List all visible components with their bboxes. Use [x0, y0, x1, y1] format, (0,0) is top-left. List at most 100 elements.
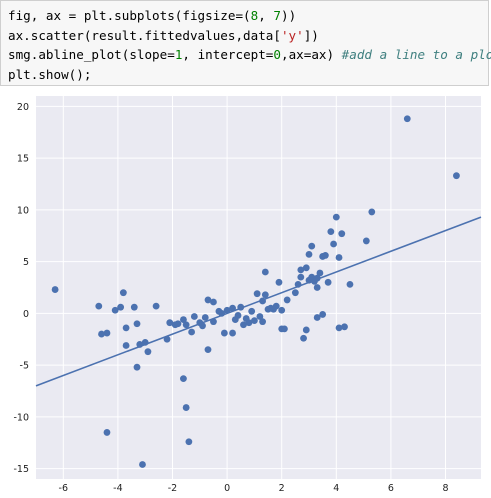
- y-tick-label: -15: [13, 464, 29, 475]
- data-point: [190, 313, 198, 320]
- data-point: [229, 304, 236, 312]
- data-point: [256, 313, 264, 320]
- grid-lines: [36, 96, 481, 479]
- data-point: [245, 319, 253, 327]
- data-point: [130, 303, 138, 311]
- code-line: ax.scatter(result.fittedvalues,data['y']…: [8, 26, 488, 46]
- data-point: [362, 237, 370, 245]
- data-point: [313, 284, 321, 291]
- y-tick-label: 10: [17, 205, 29, 216]
- data-point: [294, 280, 302, 288]
- code-lines: fig, ax = plt.subplots(figsize=(8, 7)) ax…: [8, 6, 491, 85]
- data-point: [346, 280, 354, 288]
- data-point: [278, 306, 286, 314]
- data-point: [103, 329, 111, 337]
- data-point: [95, 302, 103, 310]
- data-point: [335, 324, 343, 332]
- data-point: [297, 273, 305, 281]
- data-point: [111, 306, 119, 314]
- data-point: [281, 325, 288, 333]
- data-point: [180, 316, 187, 323]
- data-point: [248, 307, 256, 315]
- data-point: [453, 172, 460, 180]
- data-point: [332, 213, 340, 221]
- data-point: [223, 306, 231, 314]
- data-point: [313, 274, 321, 282]
- code-token: ax.scatter(result.fittedvalues,data[: [8, 27, 281, 43]
- data-point: [180, 375, 187, 382]
- x-tick-labels: -6 -4 -2 0 2 4 6 8: [59, 483, 449, 494]
- x-tick-label: 4: [333, 483, 339, 494]
- code-token: , intercept=: [182, 47, 274, 62]
- y-tick-label: 20: [17, 102, 29, 113]
- y-tick-label: 15: [17, 154, 29, 165]
- data-point: [103, 429, 111, 436]
- code-token: ]): [303, 27, 319, 43]
- data-point: [272, 302, 280, 310]
- code-token: #add a line to a plot: [341, 47, 491, 62]
- code-token: 'y': [280, 27, 304, 43]
- y-tick-label: 0: [23, 309, 29, 320]
- data-point: [119, 289, 127, 297]
- code-token: smg.abline_plot(slope=: [8, 47, 175, 62]
- scatter-plot: -6 -4 -2 0 2 4 6 8 -15 -10 -5 0 5 10 15 20: [0, 86, 491, 498]
- data-point: [201, 314, 209, 321]
- data-point: [275, 278, 283, 286]
- y-tick-label: -10: [13, 412, 29, 423]
- x-tick-label: 8: [442, 483, 448, 494]
- data-point: [152, 302, 160, 310]
- data-point: [237, 303, 245, 311]
- data-point: [171, 321, 179, 329]
- data-point: [98, 330, 105, 338]
- data-point: [261, 291, 269, 299]
- data-point: [308, 242, 316, 250]
- data-point: [324, 278, 332, 286]
- x-tick-label: -4: [113, 483, 122, 494]
- data-point: [210, 298, 217, 306]
- data-point: [166, 319, 174, 327]
- y-tick-labels: -15 -10 -5 0 5 10 15 20: [13, 102, 29, 475]
- x-tick-label: 6: [388, 483, 394, 494]
- code-line: plt.show();: [8, 65, 488, 85]
- code-cell[interactable]: fig, ax = plt.subplots(figsize=(8, 7)) ax…: [0, 0, 491, 86]
- data-point: [297, 266, 305, 274]
- code-token: ,: [258, 8, 274, 23]
- x-tick-label: 2: [279, 483, 285, 494]
- scatter-plot-svg: -6 -4 -2 0 2 4 6 8 -15 -10 -5 0 5 10 15 20: [13, 96, 482, 494]
- code-token: plt.show();: [8, 66, 92, 82]
- data-point: [253, 290, 261, 298]
- code-token: fig, ax = plt.subplots(figsize=(: [8, 8, 251, 23]
- data-point: [144, 348, 152, 356]
- data-point: [319, 311, 327, 318]
- code-token: ,ax=ax): [281, 47, 342, 62]
- data-point: [182, 321, 190, 329]
- data-point: [368, 208, 376, 216]
- data-point: [305, 250, 313, 258]
- data-point: [313, 314, 321, 321]
- data-point: [204, 346, 212, 354]
- x-tick-label: -6: [59, 483, 68, 494]
- data-point: [141, 338, 149, 346]
- data-point: [220, 329, 228, 337]
- x-tick-label: -2: [168, 483, 177, 494]
- data-point: [338, 230, 346, 238]
- code-line: fig, ax = plt.subplots(figsize=(8, 7)): [8, 6, 488, 26]
- data-point: [185, 438, 193, 446]
- data-point: [210, 318, 217, 326]
- data-point: [188, 328, 196, 336]
- data-point: [341, 323, 348, 331]
- data-point: [259, 318, 266, 326]
- data-point: [335, 254, 343, 261]
- code-token: 8: [250, 8, 259, 23]
- data-point: [251, 317, 258, 325]
- data-point: [267, 304, 275, 312]
- plot-area: [36, 96, 481, 479]
- scatter-points: [51, 115, 460, 468]
- data-point: [261, 268, 269, 276]
- abline: [35, 216, 482, 387]
- data-point: [163, 335, 171, 343]
- y-tick-label: -5: [20, 361, 29, 372]
- data-point: [240, 321, 247, 329]
- data-point: [204, 296, 212, 304]
- data-point: [122, 324, 130, 332]
